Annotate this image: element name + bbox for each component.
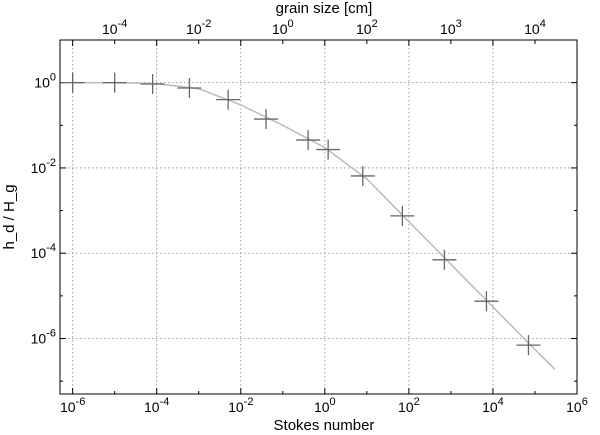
top-x-tick-label: 104 <box>524 18 546 37</box>
data-point-marker <box>474 291 499 312</box>
fit-line <box>72 81 556 370</box>
y-tick-label: 10-4 <box>31 242 56 261</box>
top-axis-title: grain size [cm] <box>276 0 373 17</box>
y-axis-title: h_d / H_g <box>1 184 18 249</box>
marker-group <box>60 72 541 356</box>
top-x-tick-label: 10-4 <box>102 18 127 37</box>
data-point-marker <box>60 72 85 93</box>
data-point-marker <box>296 130 321 151</box>
x-tick-label: 104 <box>482 396 504 415</box>
x-tick-label: 10-6 <box>60 396 85 415</box>
axis-ticks <box>60 39 578 394</box>
top-x-tick-label: 102 <box>356 18 378 37</box>
data-point-marker <box>102 72 127 93</box>
data-point-marker <box>177 77 202 98</box>
grid-lines <box>60 40 577 394</box>
x-tick-label: 100 <box>314 396 336 415</box>
data-point-marker <box>432 249 457 270</box>
data-point-marker <box>350 165 375 186</box>
data-point-marker <box>316 139 341 160</box>
y-tick-label: 100 <box>34 72 56 91</box>
x-tick-label: 102 <box>398 396 420 415</box>
data-point-marker <box>216 89 241 110</box>
y-axis-title-text: h_d / H_g <box>1 184 18 249</box>
data-point-marker <box>516 335 541 356</box>
x-tick-label: 10-2 <box>228 396 253 415</box>
tick-labels: 10-6 10-4 10-2 100 102 104 106 10-4 10-2 100 102 10… <box>31 18 588 415</box>
x-tick-label: 10-4 <box>144 396 169 415</box>
data-point-marker <box>254 109 279 130</box>
top-x-tick-label: 100 <box>272 18 294 37</box>
top-x-tick-label: 10-2 <box>186 18 211 37</box>
y-tick-label: 10-6 <box>31 328 56 347</box>
data-point-marker <box>140 73 165 94</box>
plot-frame <box>59 39 578 395</box>
top-x-tick-label: 103 <box>440 18 462 37</box>
fit-line-group <box>72 81 556 370</box>
y-tick-label: 10-2 <box>31 157 56 176</box>
x-tick-label: 106 <box>566 396 588 415</box>
data-point-marker <box>390 205 415 226</box>
x-axis-title: Stokes number <box>274 417 375 434</box>
